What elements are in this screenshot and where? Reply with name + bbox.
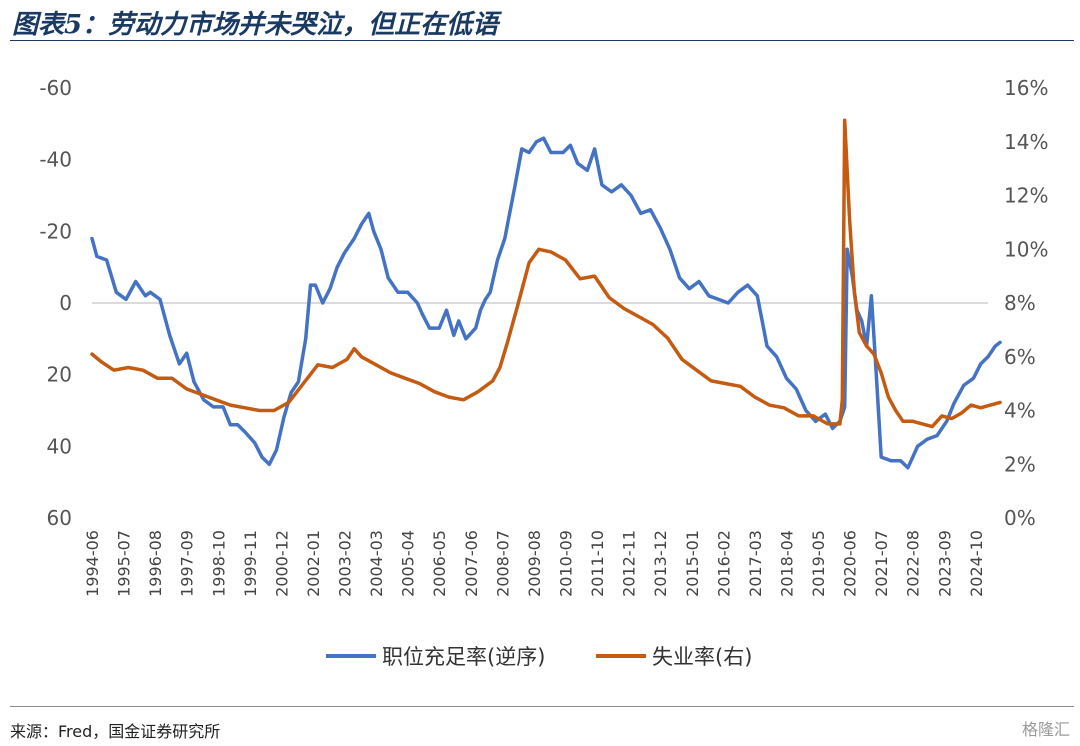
x-tick-label: 1997-09: [178, 530, 197, 597]
x-tick-label: 1998-10: [209, 530, 228, 597]
x-tick-label: 2016-02: [714, 530, 733, 597]
right-tick-label: 6%: [1004, 345, 1036, 369]
left-tick-label: 0: [59, 291, 72, 315]
x-tick-label: 2006-05: [430, 530, 449, 597]
x-tick-label: 2005-04: [399, 530, 418, 597]
right-tick-label: 10%: [1004, 237, 1048, 261]
right-tick-label: 4%: [1004, 399, 1036, 423]
x-tick-label: 1996-08: [146, 530, 165, 597]
legend-label: 失业率(右): [652, 645, 752, 669]
right-tick-label: 8%: [1004, 291, 1036, 315]
right-tick-label: 16%: [1004, 76, 1048, 100]
left-tick-label: 40: [47, 434, 72, 458]
x-tick-label: 2004-03: [367, 530, 386, 597]
left-tick-label: -40: [39, 148, 72, 172]
x-tick-label: 2007-06: [462, 530, 481, 597]
left-tick-label: 20: [47, 363, 72, 387]
x-tick-label: 2000-12: [272, 530, 291, 597]
watermark-logo: 格隆汇: [1021, 720, 1070, 739]
x-tick-label: 1999-11: [241, 530, 260, 597]
x-tick-label: 2009-08: [525, 530, 544, 597]
right-tick-label: 14%: [1004, 130, 1048, 154]
x-tick-label: 2022-08: [904, 530, 923, 597]
x-tick-label: 2017-03: [746, 530, 765, 597]
x-tick-label: 2003-02: [336, 530, 355, 597]
legend-label: 职位充足率(逆序): [382, 645, 545, 669]
x-tick-label: 2008-07: [493, 530, 512, 597]
right-tick-label: 2%: [1004, 452, 1036, 476]
x-tick-label: 2002-01: [304, 530, 323, 597]
x-tick-label: 2012-11: [620, 530, 639, 597]
x-tick-label: 2021-07: [872, 530, 891, 597]
x-tick-label: 2010-09: [556, 530, 575, 597]
right-axis-ticks: 16% 14% 12% 10% 8% 6% 4% 2% 0%: [1004, 76, 1048, 530]
left-tick-label: -20: [39, 219, 72, 243]
x-tick-label: 2024-10: [967, 530, 986, 597]
left-axis-ticks: -60 -40 -20 0 20 40 60: [39, 76, 72, 530]
x-tick-label: 1995-07: [115, 530, 134, 597]
series-line-unemployment: [90, 118, 1002, 429]
x-tick-label: 2019-05: [809, 530, 828, 597]
right-tick-label: 12%: [1004, 184, 1048, 208]
series-layer: [90, 118, 1002, 470]
legend: 职位充足率(逆序) 失业率(右): [326, 645, 752, 669]
x-tick-label: 2023-09: [935, 530, 954, 597]
x-tick-label: 2018-04: [777, 530, 796, 597]
x-tick-label: 2015-01: [683, 530, 702, 597]
title-bar: 图表5：劳动力市场并未哭泣，但正在低语: [12, 2, 1072, 40]
x-tick-label: 1994-06: [83, 530, 102, 597]
chart-title: 图表5：劳动力市场并未哭泣，但正在低语: [12, 10, 499, 40]
right-tick-label: 0%: [1004, 506, 1036, 530]
title-divider: [10, 40, 1074, 41]
x-axis-ticks: 1994-06 1995-07 1996-08 1997-09 1998-10 1999-…: [83, 530, 986, 597]
x-tick-label: 2011-10: [588, 530, 607, 597]
footer-divider: [10, 706, 1074, 707]
source-note: 来源：Fred，国金证券研究所: [10, 722, 221, 741]
x-tick-label: 2020-06: [841, 530, 860, 597]
x-tick-label: 2013-12: [651, 530, 670, 597]
left-tick-label: -60: [39, 76, 72, 100]
left-tick-label: 60: [47, 506, 72, 530]
